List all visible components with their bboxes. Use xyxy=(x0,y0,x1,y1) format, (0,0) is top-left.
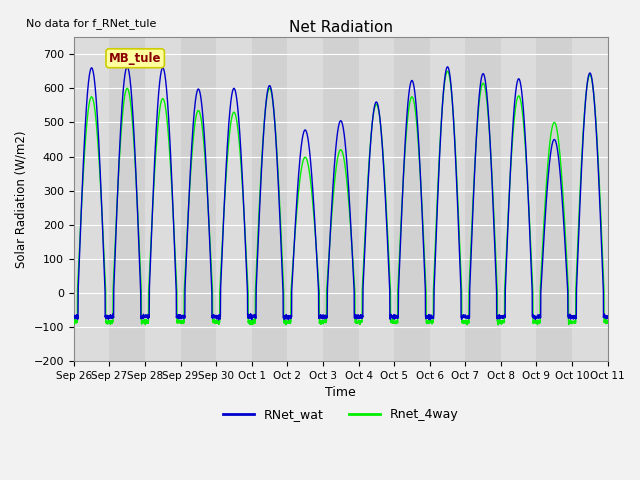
Bar xyxy=(252,37,287,361)
Text: MB_tule: MB_tule xyxy=(109,52,161,65)
Bar xyxy=(394,37,429,361)
Y-axis label: Solar Radiation (W/m2): Solar Radiation (W/m2) xyxy=(15,131,28,268)
Legend: RNet_wat, Rnet_4way: RNet_wat, Rnet_4way xyxy=(218,403,464,426)
Title: Net Radiation: Net Radiation xyxy=(289,20,393,35)
Text: No data for f_RNet_tule: No data for f_RNet_tule xyxy=(26,18,156,29)
Bar xyxy=(536,37,572,361)
Bar xyxy=(180,37,216,361)
Bar xyxy=(323,37,358,361)
Bar xyxy=(465,37,501,361)
Bar xyxy=(109,37,145,361)
X-axis label: Time: Time xyxy=(325,386,356,399)
